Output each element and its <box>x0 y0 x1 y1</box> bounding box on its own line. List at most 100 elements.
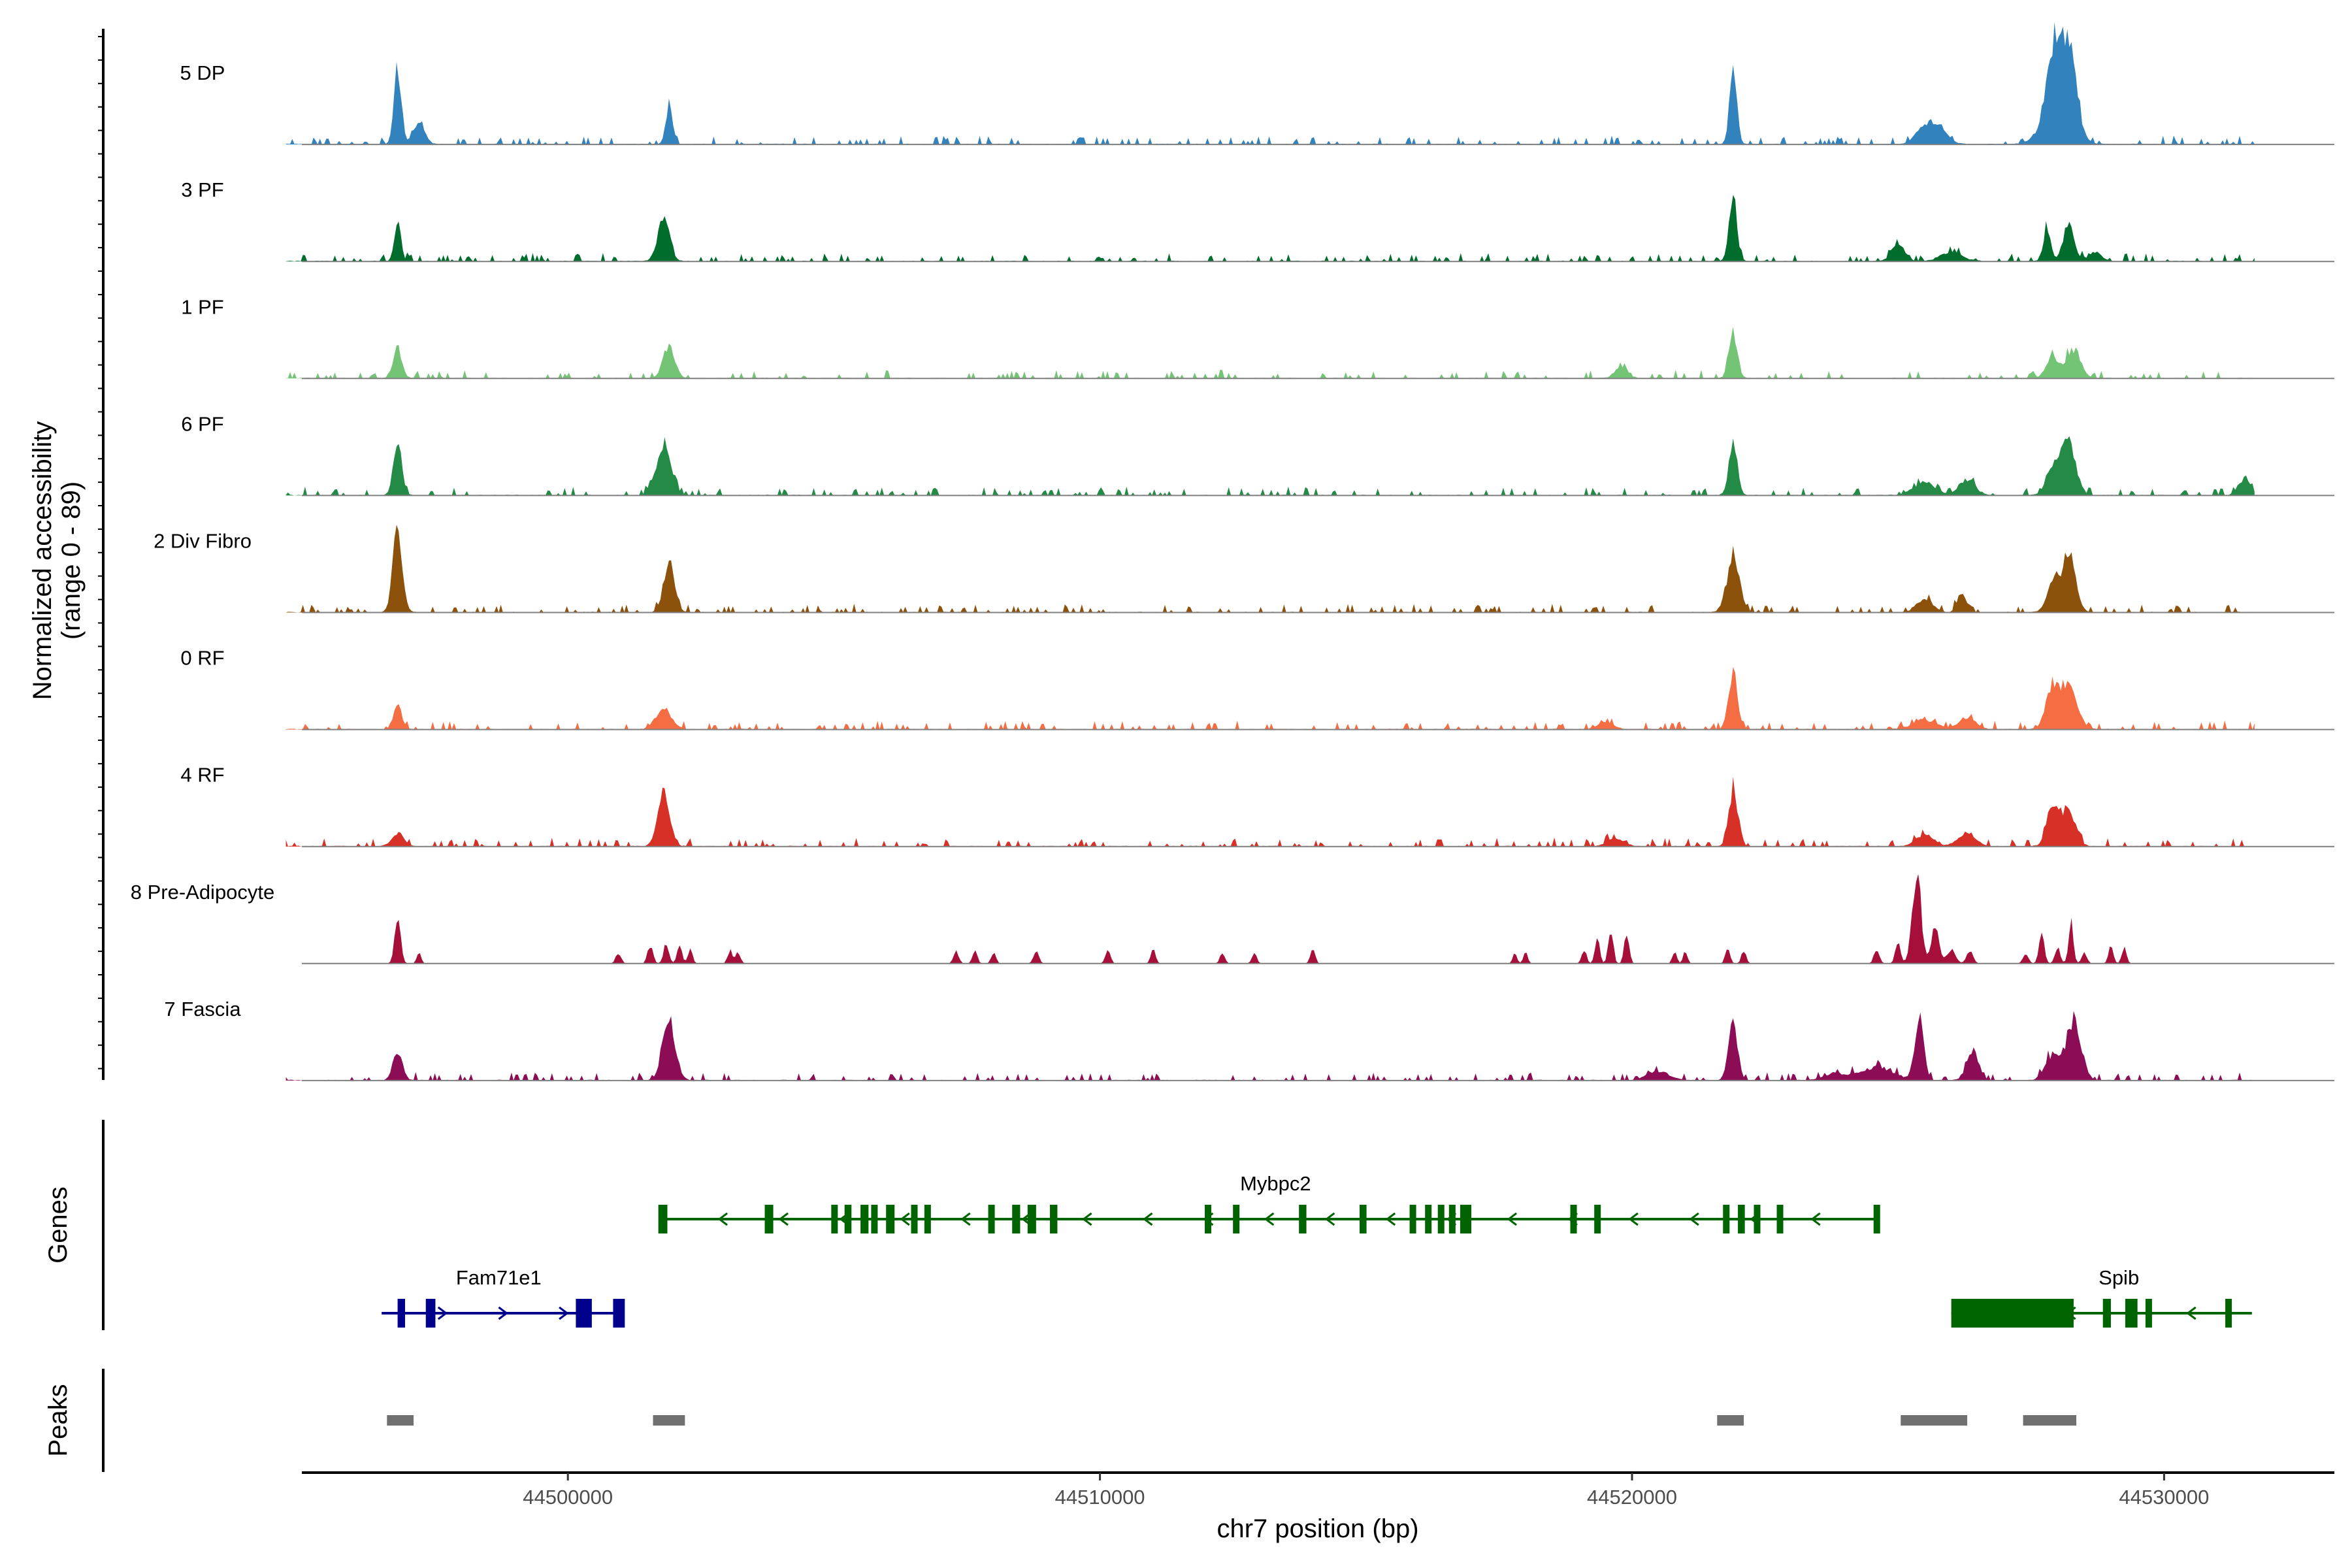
coverage-area <box>286 327 2255 379</box>
coverage-tracks: 5 DP 3 PF 1 PF 6 PF 2 Div Fibro 0 RF 4 RF 8 Pre… <box>131 22 2334 1081</box>
gene-exon <box>1299 1205 1307 1233</box>
gene-exon <box>831 1205 838 1233</box>
strand-chevron <box>1082 1212 1092 1226</box>
strand-chevron <box>1628 1212 1639 1226</box>
strand-chevron <box>1507 1212 1517 1226</box>
y-axis-title-line1: Normalized accessibility <box>28 421 57 700</box>
gene-exon <box>1738 1205 1745 1233</box>
track-8-pre-adipocyte: 8 Pre-Adipocyte <box>131 874 2334 964</box>
gene-exon <box>1448 1205 1456 1233</box>
gene-exon <box>2125 1299 2138 1328</box>
gene-name: Spib <box>2099 1266 2139 1289</box>
gene-mybpc2: Mybpc2 <box>658 1172 1880 1233</box>
gene-exon <box>1951 1299 2074 1328</box>
peak-region <box>653 1415 685 1426</box>
track-label: 7 Fascia <box>164 998 241 1021</box>
strand-chevron <box>778 1212 789 1226</box>
track-4-rf: 4 RF <box>180 764 2334 847</box>
gene-exon <box>1205 1205 1212 1233</box>
gene-exon <box>1409 1205 1416 1233</box>
gene-name: Fam71e1 <box>456 1266 542 1289</box>
gene-exon <box>1360 1205 1367 1233</box>
strand-chevron <box>559 1306 569 1320</box>
gene-exon <box>1776 1205 1784 1233</box>
track-3-pf: 3 PF <box>181 178 2334 263</box>
gene-exon <box>1233 1205 1240 1233</box>
gene-exon <box>764 1205 774 1233</box>
track-label: 5 DP <box>180 61 225 84</box>
track-label: 6 PF <box>181 412 223 435</box>
gene-exon <box>924 1205 931 1233</box>
gene-exon <box>397 1299 405 1328</box>
peaks-panel: Peaks <box>44 1369 2077 1472</box>
gene-spib: Spib <box>1951 1266 2252 1328</box>
track-label: 1 PF <box>181 295 223 318</box>
coverage-area <box>286 436 2255 496</box>
strand-chevron <box>498 1306 508 1320</box>
track-0-rf: 0 RF <box>180 647 2334 730</box>
coverage-area <box>286 195 2255 262</box>
gene-exon <box>2102 1299 2111 1328</box>
x-tick-label: 44530000 <box>2119 1486 2209 1509</box>
gene-exon <box>425 1299 436 1328</box>
genes-axis-title: Genes <box>44 1186 73 1264</box>
gene-exon <box>1437 1205 1445 1233</box>
gene-exon <box>988 1205 995 1233</box>
track-label: 0 RF <box>180 647 224 670</box>
coverage-area <box>286 874 2255 964</box>
strand-chevron <box>1810 1212 1821 1226</box>
x-axis-title: chr7 position (bp) <box>1217 1514 1418 1543</box>
track-6-pf: 6 PF <box>181 412 2334 497</box>
strand-chevron <box>1689 1212 1699 1226</box>
track-label: 3 PF <box>181 178 223 201</box>
gene-exon <box>1050 1205 1058 1233</box>
track-2-div-fibro: 2 Div Fibro <box>154 525 2334 613</box>
track-label: 8 Pre-Adipocyte <box>131 881 275 904</box>
x-tick-label: 44500000 <box>523 1486 613 1509</box>
gene-exon <box>1027 1205 1036 1233</box>
gene-exon <box>2145 1299 2152 1328</box>
track-1-pf: 1 PF <box>181 295 2334 380</box>
strand-chevron <box>900 1212 910 1226</box>
gene-exon <box>1012 1205 1021 1233</box>
strand-chevron <box>1324 1212 1335 1226</box>
gene-exon <box>844 1205 852 1233</box>
peak-region <box>1901 1415 1968 1426</box>
strand-chevron <box>717 1212 728 1226</box>
accessibility-axis <box>98 29 105 1080</box>
gene-exon <box>658 1205 668 1233</box>
strand-chevron <box>1143 1212 1153 1226</box>
gene-exon <box>1594 1205 1601 1233</box>
coverage-area <box>286 1011 2255 1081</box>
gene-exon <box>613 1299 625 1328</box>
gene-exon <box>911 1205 918 1233</box>
strand-chevron <box>1385 1212 1396 1226</box>
coverage-area <box>286 666 2255 730</box>
peak-region <box>2023 1415 2077 1426</box>
gene-exon <box>871 1205 878 1233</box>
peak-region <box>387 1415 414 1426</box>
gene-exon <box>1460 1205 1472 1233</box>
gene-exon <box>1873 1205 1880 1233</box>
gene-exon <box>886 1205 895 1233</box>
strand-chevron <box>437 1306 448 1320</box>
track-5-dp: 5 DP <box>180 22 2334 146</box>
track-label: 4 RF <box>180 764 224 787</box>
gene-name: Mybpc2 <box>1240 1172 1311 1195</box>
peaks-axis-title: Peaks <box>44 1384 73 1456</box>
gene-exon <box>1425 1205 1432 1233</box>
track-label: 2 Div Fibro <box>154 530 252 553</box>
strand-chevron <box>2186 1306 2197 1320</box>
gene-exon <box>2225 1299 2232 1328</box>
gene-exon <box>576 1299 592 1328</box>
gene-exon <box>1723 1205 1730 1233</box>
gene-fam71e1: Fam71e1 <box>382 1266 625 1328</box>
coverage-area <box>286 525 2255 613</box>
coverage-area <box>286 776 2255 847</box>
y-axis-title-line2: (range 0 - 89) <box>57 482 86 640</box>
strand-chevron <box>960 1212 971 1226</box>
track-7-fascia: 7 Fascia <box>164 998 2334 1081</box>
gene-exon <box>1754 1205 1761 1233</box>
gene-exon <box>1570 1205 1577 1233</box>
